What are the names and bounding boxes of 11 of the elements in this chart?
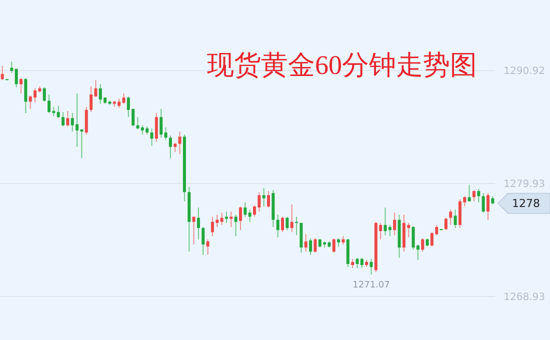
candlestick <box>337 238 340 248</box>
y-tick-label: 1279.93 <box>504 179 545 190</box>
candlestick <box>365 259 368 268</box>
candlestick <box>491 196 494 205</box>
candlestick <box>426 238 429 248</box>
candlestick <box>342 236 345 245</box>
annotation: 1271.07 <box>352 280 390 291</box>
text: 1278 <box>512 197 540 210</box>
y-tick-label: 1290.92 <box>504 66 545 78</box>
y-tick-label: 1268.93 <box>504 292 545 304</box>
text: 现货黄金60分钟走势图 <box>207 50 477 80</box>
